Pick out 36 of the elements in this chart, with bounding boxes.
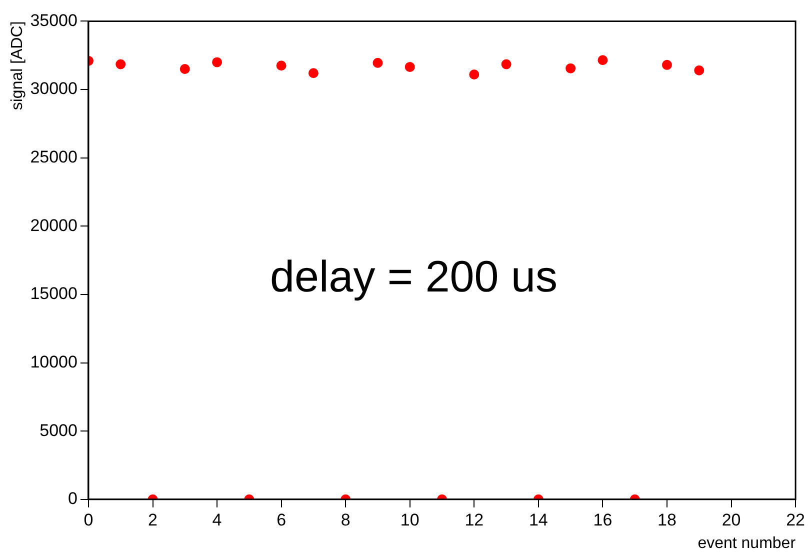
y-tick-label: 25000 bbox=[30, 148, 78, 167]
point bbox=[694, 65, 704, 76]
point bbox=[598, 55, 608, 66]
x-tick-label: 8 bbox=[340, 510, 350, 530]
x-tick-label: 22 bbox=[786, 510, 806, 530]
x-tick-label: 2 bbox=[148, 510, 158, 530]
point bbox=[308, 68, 318, 78]
x-tick-label: 16 bbox=[593, 510, 612, 530]
x-tick-label: 12 bbox=[464, 510, 484, 530]
x-tick-label: 4 bbox=[212, 510, 222, 530]
point bbox=[566, 63, 576, 74]
x-tick-label: 18 bbox=[658, 510, 676, 530]
y-tick-label: 15000 bbox=[30, 284, 78, 304]
y-tick-label: 20000 bbox=[30, 216, 78, 235]
point bbox=[469, 69, 480, 80]
y-axis-title: signal [ADC] bbox=[9, 21, 26, 110]
y-tick-label: 5000 bbox=[40, 420, 78, 440]
point bbox=[212, 57, 222, 68]
point bbox=[662, 60, 672, 70]
y-tick-label: 35000 bbox=[30, 10, 78, 30]
point bbox=[116, 59, 126, 70]
annotation: delay = 200 us bbox=[270, 252, 558, 302]
x-tick-label: 10 bbox=[400, 510, 420, 530]
y-tick-label: 0 bbox=[68, 489, 78, 508]
y-tick-label: 10000 bbox=[30, 352, 78, 372]
point bbox=[276, 60, 286, 71]
point bbox=[501, 59, 512, 70]
x-tick-label: 20 bbox=[722, 510, 741, 530]
x-tick-label: 0 bbox=[84, 510, 94, 530]
x-tick-label: 14 bbox=[528, 510, 548, 530]
point bbox=[404, 62, 415, 72]
x-axis-title: event number bbox=[698, 534, 796, 552]
point bbox=[372, 58, 383, 68]
y-tick-label: 30000 bbox=[30, 79, 78, 98]
point bbox=[180, 64, 190, 74]
x-tick-label: 6 bbox=[276, 510, 286, 530]
